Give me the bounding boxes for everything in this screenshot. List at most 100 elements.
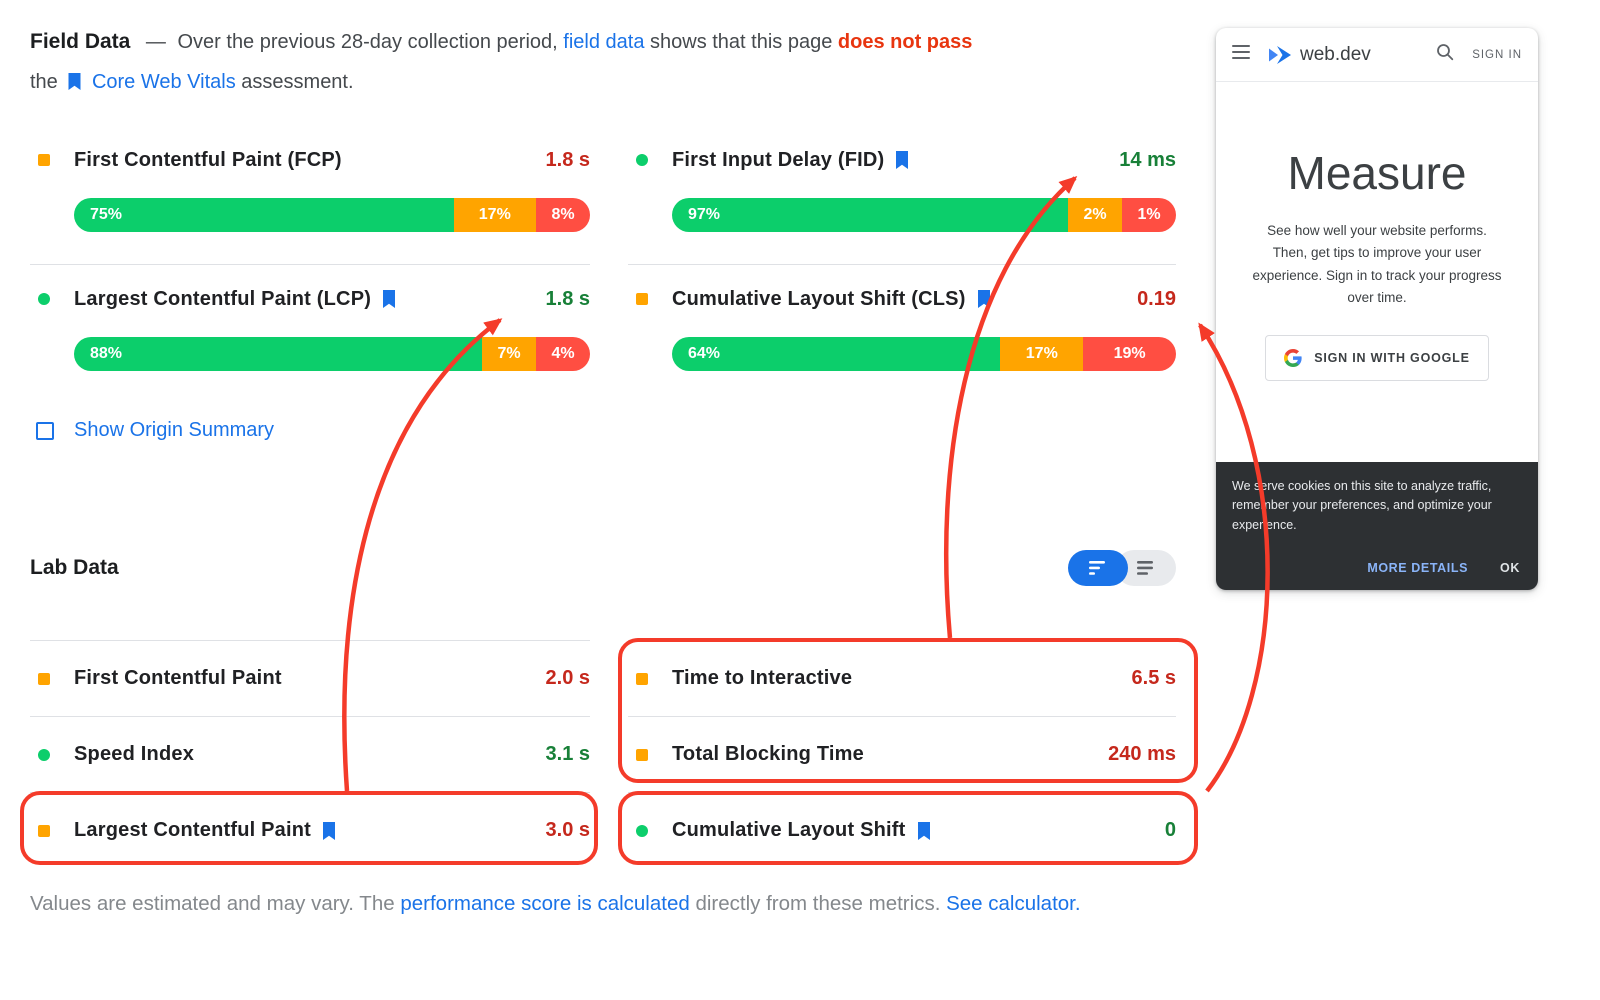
cookie-banner-text: We serve cookies on this site to analyze… <box>1232 479 1492 532</box>
does-not-pass-text: does not pass <box>837 31 973 53</box>
metric-status-icon <box>636 672 648 685</box>
distribution-segment-red: 19% <box>1083 337 1176 371</box>
metric-status-icon <box>636 154 648 166</box>
lab-metrics-left-column: First Contentful Paint 2.0 s Speed Index… <box>30 640 590 868</box>
footer-note: Values are estimated and may vary. The p… <box>30 884 1100 923</box>
metric-name: Cumulative Layout Shift (CLS) <box>672 287 966 310</box>
lcp-distribution-bar: 88% 7% 4% <box>74 337 590 371</box>
lab-metric-first-contentful-paint: First Contentful Paint 2.0 s <box>30 640 590 716</box>
cookie-banner: We serve cookies on this site to analyze… <box>1216 462 1538 590</box>
metric-value: 0.19 <box>1137 287 1176 310</box>
distribution-segment-red: 4% <box>536 337 590 371</box>
field-data-header-line1: Field Data — Over the previous 28-day co… <box>30 22 1200 62</box>
metric-lcp-field: Largest Contentful Paint (LCP) 1.8 s 88%… <box>30 265 590 371</box>
distribution-segment-green: 75% <box>74 198 454 232</box>
field-metrics-right-column: First Input Delay (FID) 14 ms 97% 2% 1% Cu… <box>628 126 1176 442</box>
metric-value: 1.8 s <box>545 148 590 171</box>
metric-name: Largest Contentful Paint (LCP) <box>74 287 372 310</box>
metric-value: 6.5 s <box>1131 667 1176 689</box>
web-dev-logo[interactable]: web.dev <box>1268 44 1371 66</box>
header-text: Over the previous 28-day collection peri… <box>177 31 558 53</box>
lab-metric-speed-index: Speed Index 3.1 s <box>30 716 590 792</box>
view-toggle <box>1068 550 1176 586</box>
field-data-header-line2: the Core Web Vitals assessment. <box>30 62 1200 105</box>
distribution-segment-red: 8% <box>536 198 590 232</box>
phone-content: Measure See how well your website perfor… <box>1216 82 1538 382</box>
google-g-icon <box>1284 349 1302 368</box>
field-data-link[interactable]: field data <box>563 31 645 53</box>
hamburger-menu-icon[interactable] <box>1232 45 1252 64</box>
field-data-header: Field Data — Over the previous 28-day co… <box>30 22 1200 105</box>
metric-value: 1.8 s <box>545 287 590 310</box>
footer-text: Values are estimated and may vary. The <box>30 892 395 915</box>
metric-value: 3.1 s <box>545 743 590 765</box>
metric-value: 3.0 s <box>545 819 590 841</box>
metric-fcp-field: First Contentful Paint (FCP) 1.8 s 75% 17… <box>30 126 590 265</box>
phone-top-bar: web.dev SIGN IN <box>1216 28 1538 82</box>
metric-value: 14 ms <box>1119 148 1176 171</box>
fcp-distribution-bar: 75% 17% 8% <box>74 198 590 232</box>
metric-status-icon <box>38 154 50 166</box>
cls-distribution-bar: 64% 17% 19% <box>672 337 1176 371</box>
header-text: assessment. <box>241 71 354 93</box>
header-text: the <box>30 71 58 93</box>
lab-metric-total-blocking-time: Total Blocking Time 240 ms <box>628 716 1176 792</box>
google-button-label: SIGN IN WITH GOOGLE <box>1314 351 1470 366</box>
metric-value: 0 <box>1164 819 1176 841</box>
origin-summary-label[interactable]: Show Origin Summary <box>74 419 275 441</box>
metric-value: 240 ms <box>1108 743 1176 765</box>
metric-value: 2.0 s <box>545 667 590 689</box>
distribution-segment-orange: 17% <box>453 198 536 232</box>
bookmark-icon <box>976 289 992 309</box>
field-metrics-left-column: First Contentful Paint (FCP) 1.8 s 75% 17… <box>30 126 590 442</box>
search-icon[interactable] <box>1436 43 1454 66</box>
metric-status-icon <box>38 824 50 837</box>
header-text: shows that this page <box>650 31 833 53</box>
show-origin-summary[interactable]: Show Origin Summary <box>30 419 590 442</box>
field-metrics-grid: First Contentful Paint (FCP) 1.8 s 75% 17… <box>30 126 1176 442</box>
metric-status-icon <box>636 293 648 305</box>
bookmark-icon <box>894 150 910 170</box>
lab-metrics-grid: First Contentful Paint 2.0 s Speed Index… <box>30 640 1176 868</box>
distribution-segment-orange: 17% <box>1000 337 1084 371</box>
metric-name: Total Blocking Time <box>672 743 864 765</box>
metric-name: Speed Index <box>74 743 195 765</box>
metric-status-icon <box>636 824 648 837</box>
core-web-vitals-link[interactable]: Core Web Vitals <box>91 71 236 93</box>
metric-cls-field: Cumulative Layout Shift (CLS) 0.19 64% 17… <box>628 265 1176 371</box>
metric-name: First Contentful Paint (FCP) <box>74 148 342 171</box>
footer-text: directly from these metrics. <box>695 892 941 915</box>
metric-name: Cumulative Layout Shift <box>672 819 906 841</box>
more-details-button[interactable]: MORE DETAILS <box>1367 561 1469 575</box>
distribution-segment-green: 64% <box>672 337 1001 371</box>
see-calculator-link[interactable]: See calculator. <box>946 892 1081 915</box>
performance-score-link[interactable]: performance score is calculated <box>400 892 690 915</box>
metric-name: Largest Contentful Paint <box>74 819 312 841</box>
compact-view-button[interactable] <box>1068 550 1128 586</box>
metric-status-icon <box>38 748 50 761</box>
metric-fid-field: First Input Delay (FID) 14 ms 97% 2% 1% <box>628 126 1176 265</box>
distribution-segment-orange: 7% <box>482 337 536 371</box>
expanded-view-icon <box>1137 561 1153 575</box>
sign-in-link[interactable]: SIGN IN <box>1472 48 1522 61</box>
measure-description: See how well your website performs. Then… <box>1252 223 1502 305</box>
bookmark-icon <box>67 65 82 105</box>
distribution-segment-green: 88% <box>74 337 482 371</box>
lab-metrics-right-column: Time to Interactive 6.5 s Total Blocking… <box>628 640 1176 868</box>
metric-status-icon <box>636 748 648 761</box>
origin-summary-checkbox[interactable] <box>36 421 54 440</box>
bookmark-icon <box>321 821 337 841</box>
sign-in-with-google-button[interactable]: SIGN IN WITH GOOGLE <box>1265 335 1489 382</box>
fid-distribution-bar: 97% 2% 1% <box>672 198 1176 232</box>
metric-name: First Input Delay (FID) <box>672 148 885 171</box>
distribution-segment-red: 1% <box>1122 198 1176 232</box>
lab-metric-cumulative-layout-shift: Cumulative Layout Shift 0 <box>628 792 1176 868</box>
bookmark-icon <box>916 821 932 841</box>
metric-status-icon <box>38 672 50 685</box>
lab-metric-largest-contentful-paint: Largest Contentful Paint 3.0 s <box>30 792 590 868</box>
ok-button[interactable]: OK <box>1500 561 1520 575</box>
lab-data-section: Lab Data First Contentful Paint 2.0 s Sp… <box>30 548 1176 868</box>
header-separator: — <box>145 31 166 53</box>
bookmark-icon <box>381 289 397 309</box>
metric-status-icon <box>38 293 50 305</box>
